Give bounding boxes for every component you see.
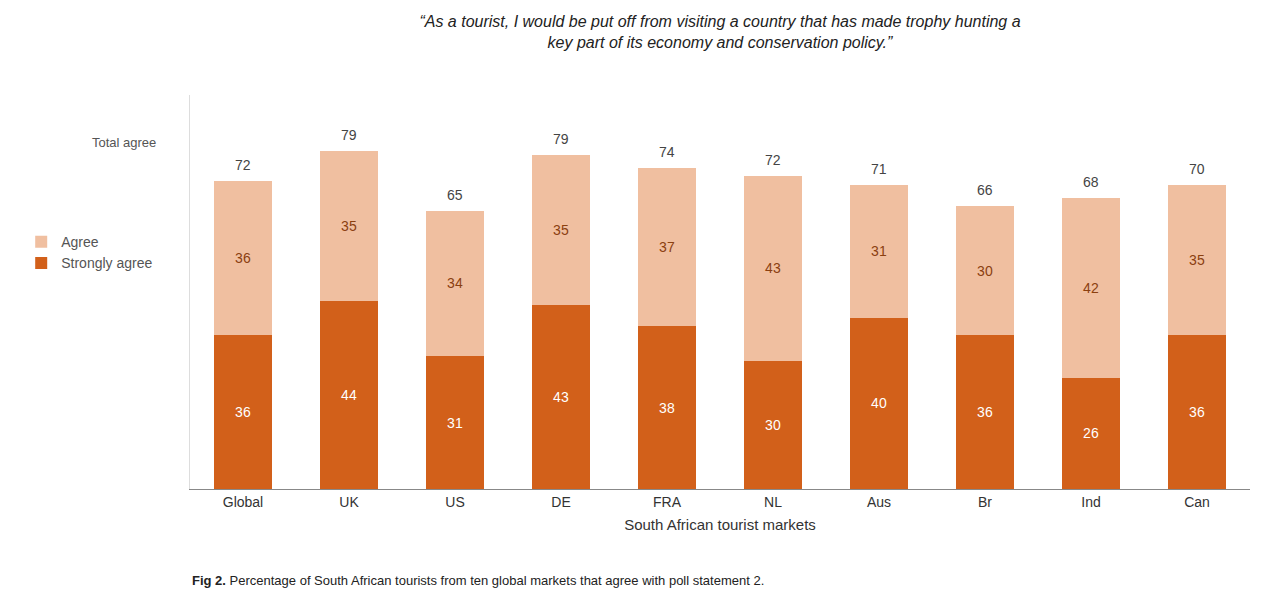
svg-text:72: 72 [235, 157, 251, 173]
svg-text:DE: DE [551, 494, 570, 510]
svg-text:43: 43 [553, 389, 569, 405]
svg-text:68: 68 [1083, 174, 1099, 190]
svg-text:42: 42 [1083, 280, 1099, 296]
svg-text:UK: UK [339, 494, 359, 510]
svg-text:26: 26 [1083, 425, 1099, 441]
svg-text:74: 74 [659, 144, 675, 160]
svg-text:44: 44 [341, 387, 357, 403]
svg-text:35: 35 [553, 222, 569, 238]
svg-text:35: 35 [1189, 252, 1205, 268]
svg-text:79: 79 [341, 127, 357, 143]
svg-text:Can: Can [1184, 494, 1210, 510]
svg-text:65: 65 [447, 187, 463, 203]
svg-text:US: US [445, 494, 464, 510]
svg-text:79: 79 [553, 131, 569, 147]
svg-text:66: 66 [977, 182, 993, 198]
svg-text:31: 31 [447, 415, 463, 431]
svg-text:Strongly agree: Strongly agree [61, 255, 152, 271]
svg-text:36: 36 [235, 250, 251, 266]
svg-text:70: 70 [1189, 161, 1205, 177]
svg-text:“As a tourist, I would be put: “As a tourist, I would be put off from v… [419, 13, 1020, 51]
svg-text:31: 31 [871, 243, 887, 259]
svg-text:Agree: Agree [61, 234, 99, 250]
svg-text:NL: NL [764, 494, 782, 510]
svg-text:35: 35 [341, 218, 357, 234]
svg-text:Fig 2. Percentage of South Afr: Fig 2. Percentage of South African touri… [192, 573, 764, 588]
svg-text:Global: Global [223, 494, 263, 510]
svg-text:36: 36 [977, 404, 993, 420]
svg-text:37: 37 [659, 239, 675, 255]
svg-text:36: 36 [235, 404, 251, 420]
svg-text:72: 72 [765, 152, 781, 168]
svg-text:43: 43 [765, 260, 781, 276]
svg-text:71: 71 [871, 161, 887, 177]
svg-text:38: 38 [659, 400, 675, 416]
svg-text:40: 40 [871, 395, 887, 411]
svg-text:FRA: FRA [653, 494, 682, 510]
svg-text:30: 30 [977, 263, 993, 279]
svg-text:Total agree: Total agree [92, 135, 156, 150]
svg-text:Ind: Ind [1081, 494, 1100, 510]
svg-text:South African tourist markets: South African tourist markets [624, 516, 816, 533]
svg-text:36: 36 [1189, 404, 1205, 420]
svg-text:30: 30 [765, 417, 781, 433]
svg-text:34: 34 [447, 275, 463, 291]
svg-text:Aus: Aus [867, 494, 891, 510]
svg-text:Br: Br [978, 494, 992, 510]
